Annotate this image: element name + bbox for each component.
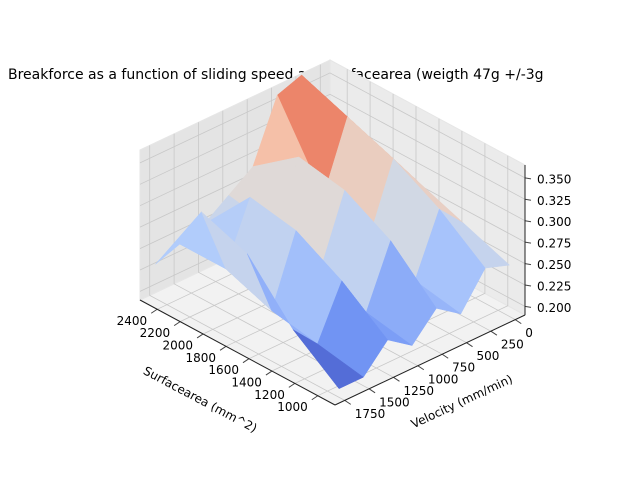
x-tick-label: 1200 [254,388,285,402]
z-grid-line [139,72,526,179]
y-tick-label: 750 [452,361,475,375]
y-tick [466,342,473,348]
y-tick-label: 1500 [379,395,410,409]
x-tick [173,321,181,327]
z-tick [524,305,532,308]
x-tick-label: 1000 [277,400,308,414]
z-tick-label: 0.300 [537,215,571,229]
x-tick [219,345,227,351]
x-tick-label: 2200 [140,326,171,340]
y-tick [393,376,400,382]
x-tick [242,358,250,364]
z-tick-label: 0.200 [537,301,571,315]
y-tick [514,319,522,325]
y-tick [490,330,498,336]
x-tick [150,308,158,314]
y-tick [441,353,449,359]
z-tick-label: 0.325 [537,194,571,208]
z-grid-line [139,93,526,200]
x-axis-label: Surfacearea (mm^2) [141,364,259,436]
x-axis-line [139,299,336,406]
z-tick [524,263,532,266]
y-tick [344,399,352,405]
x-tick-label: 2000 [163,338,194,352]
x-tick [265,370,273,376]
x-tick [311,395,319,401]
z-tick-label: 0.250 [537,258,571,272]
y-tick-label: 0 [525,326,533,340]
y-tick-label: 500 [477,349,500,363]
z-tick-label: 0.275 [537,237,571,251]
x-tick-label: 1600 [208,363,239,377]
z-tick-label: 0.225 [537,280,571,294]
y-tick-label: 250 [501,338,524,352]
chart-title: Breakforce as a function of sliding spee… [8,67,544,83]
z-tick [524,220,532,223]
z-tick-label: 0.350 [537,172,571,186]
surface-patch [292,329,364,390]
y-grid-line [173,133,370,390]
x-tick-label: 1800 [185,351,216,365]
y-tick [417,365,425,371]
z-tick [524,198,532,201]
y-axis-line [334,314,526,406]
x-tick-label: 1400 [231,376,262,390]
y-tick [368,388,376,394]
x-tick [196,333,204,339]
y-tick-label: 1750 [355,407,386,421]
y-tick-label: 1250 [403,384,434,398]
x-grid-line [317,155,509,397]
y-grid-line [149,145,345,401]
z-tick [524,284,532,287]
x-tick [288,382,296,388]
y-tick-label: 1000 [428,372,459,386]
y-axis-label: Velocity (mm/min) [409,372,515,431]
z-tick [524,241,532,244]
z-tick [524,177,532,180]
x-tick-label: 2400 [117,314,148,328]
